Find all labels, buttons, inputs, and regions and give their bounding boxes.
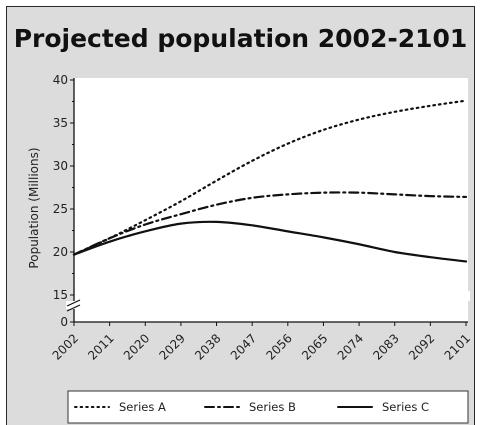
series-line-series-b xyxy=(72,191,468,256)
x-tick-label: 2074 xyxy=(335,331,366,362)
x-tick-label: 2047 xyxy=(228,331,259,362)
y-tick-label: 0 xyxy=(60,315,68,329)
x-tick-label: 2056 xyxy=(263,331,294,362)
axis-break-marker xyxy=(66,291,470,312)
y-tick-label: 40 xyxy=(53,73,68,87)
x-tick-label: 2101 xyxy=(442,331,473,362)
x-tick-label: 2065 xyxy=(299,331,330,362)
x-tick-label: 2038 xyxy=(192,331,223,362)
plot-area xyxy=(74,78,468,322)
y-tick-label: 25 xyxy=(53,202,68,216)
x-tick-label: 2020 xyxy=(121,331,152,362)
legend-label: Series C xyxy=(382,400,429,414)
x-tick-label: 2092 xyxy=(406,331,437,362)
y-axis-label: Population (Millions) xyxy=(27,147,41,268)
y-tick-label: 30 xyxy=(53,159,68,173)
legend: Series A Series B Series C xyxy=(67,390,469,424)
legend-box xyxy=(67,390,469,424)
series-line-series-c xyxy=(72,220,468,263)
x-tick-label: 2029 xyxy=(157,331,188,362)
y-tick-label: 35 xyxy=(53,116,68,130)
chart-title: Projected population 2002-2101 xyxy=(13,24,468,53)
y-tick-label: 15 xyxy=(53,288,68,302)
legend-label: Series B xyxy=(249,400,296,414)
x-tick-label: 2011 xyxy=(85,331,116,362)
legend-label: Series A xyxy=(119,400,166,414)
x-tick-label: 2002 xyxy=(50,331,81,362)
y-tick-label: 20 xyxy=(53,245,68,259)
x-tick-label: 2083 xyxy=(370,331,401,362)
